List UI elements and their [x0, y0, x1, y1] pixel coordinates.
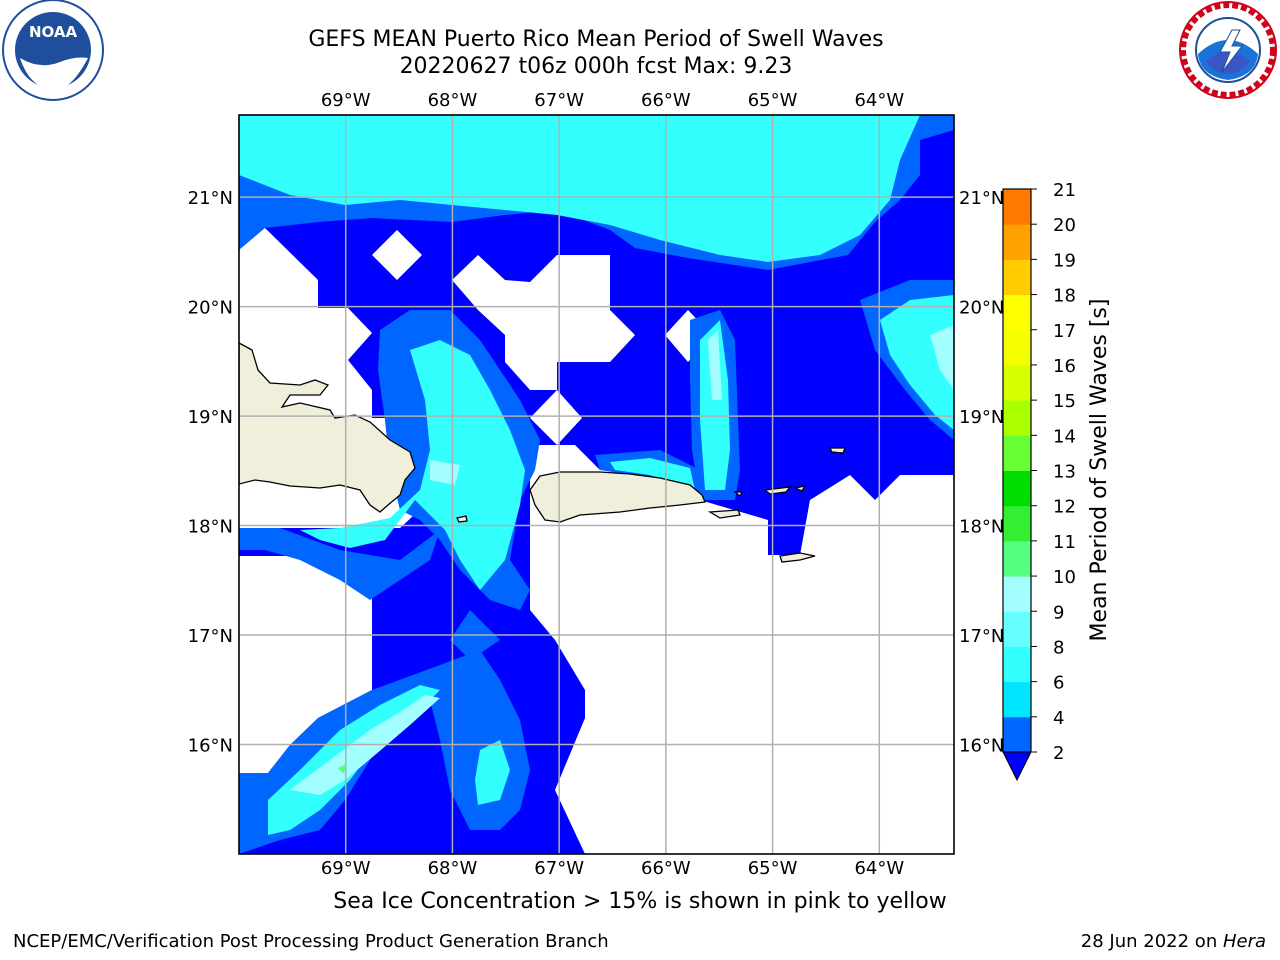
vieques-land [707, 509, 741, 519]
colorbar-tick-label: 13 [1053, 462, 1076, 483]
colorbar-tick-label: 6 [1053, 673, 1064, 694]
colorbar: 2 4 6 8 9 10 11 12 13 14 15 16 17 18 19 20 21 Mean Perio… [1002, 180, 1112, 782]
mona-island-land [456, 515, 468, 523]
colorbar-band [1003, 611, 1031, 647]
lon-labels-top: 69°W 68°W 67°W 66°W 65°W 64°W [321, 90, 904, 111]
lat-labels-left: 21°N 20°N 19°N 18°N 17°N 16°N [188, 188, 233, 756]
colorbar-band [1003, 646, 1031, 683]
colorbar-band [1003, 576, 1031, 612]
colorbar-tick-label: 21 [1053, 180, 1076, 201]
map-subtitle: 20220627 t06z 000h fcst Max: 9.23 [399, 54, 793, 79]
colorbar-tick-label: 8 [1053, 637, 1064, 658]
colorbar-band [1003, 364, 1031, 401]
map-title: GEFS MEAN Puerto Rico Mean Period of Swe… [308, 27, 884, 52]
colorbar-tick-label: 17 [1053, 321, 1076, 342]
lon-label: 64°W [854, 858, 904, 879]
lon-label: 68°W [428, 90, 478, 111]
lat-label: 19°N [959, 407, 1004, 428]
colorbar-tick-label: 11 [1053, 532, 1076, 553]
colorbar-tick-label: 19 [1053, 250, 1076, 271]
st-croix-land [779, 552, 816, 563]
colorbar-tick-label: 2 [1053, 743, 1064, 764]
footer-host: Hera [1222, 931, 1266, 952]
anegada-land [828, 447, 846, 454]
colorbar-tick-label: 16 [1053, 356, 1076, 377]
lon-label: 69°W [321, 90, 371, 111]
colorbar-band [1003, 540, 1031, 577]
colorbar-band [1003, 259, 1031, 296]
nws-logo-icon [1179, 1, 1277, 99]
colorbar-band [1003, 329, 1031, 366]
colorbar-band [1003, 681, 1031, 718]
colorbar-tick-label: 9 [1053, 602, 1064, 623]
virgin-islands-land [763, 486, 792, 495]
puerto-rico-land [529, 471, 706, 523]
lat-label: 20°N [188, 298, 233, 319]
colorbar-tick-label: 18 [1053, 286, 1076, 307]
lon-label: 65°W [748, 858, 798, 879]
colorbar-band [1003, 224, 1031, 260]
colorbar-under-arrow [1002, 751, 1032, 782]
noaa-logo-icon: NOAA [2, 0, 104, 101]
colorbar-band [1003, 294, 1031, 331]
lat-labels-right: 21°N 20°N 19°N 18°N 17°N 16°N [959, 188, 1004, 756]
swell-band-6-8 [239, 115, 954, 835]
footer-credit: NCEP/EMC/Verification Post Processing Pr… [13, 931, 609, 952]
footer-date-text: 28 Jun 2022 on [1080, 931, 1223, 952]
lon-labels-bottom: 69°W 68°W 67°W 66°W 65°W 64°W [321, 858, 904, 879]
colorbar-band [1003, 435, 1031, 471]
map-gridlines [239, 115, 954, 854]
land-mass [239, 342, 846, 563]
colorbar-tick-label: 12 [1053, 497, 1076, 518]
lon-label: 68°W [428, 858, 478, 879]
colorbar-band [1003, 189, 1031, 225]
lon-label: 66°W [641, 90, 691, 111]
colorbar-label: Mean Period of Swell Waves [s] [1087, 299, 1112, 642]
colorbar-tick-label: 10 [1053, 567, 1076, 588]
culebra-land [733, 491, 744, 498]
sea-ice-caption: Sea Ice Concentration > 15% is shown in … [333, 889, 947, 914]
lon-label: 69°W [321, 858, 371, 879]
lon-label: 67°W [534, 858, 584, 879]
map-frame [238, 114, 955, 855]
colorbar-tick-label: 20 [1053, 215, 1076, 236]
colorbar-tick-label: 15 [1053, 391, 1076, 412]
colorbar-band [1003, 716, 1031, 753]
lat-label: 16°N [959, 736, 1004, 757]
virgin-islands-land-2 [792, 485, 807, 492]
lat-label: 18°N [188, 517, 233, 538]
lat-label: 18°N [959, 517, 1004, 538]
colorbar-tick-label: 4 [1053, 708, 1064, 729]
colorbar-band [1003, 505, 1031, 542]
footer-date: 28 Jun 2022 on Hera [1081, 931, 1266, 952]
noaa-logo-text: NOAA [29, 23, 78, 41]
swell-band-9-10 [338, 764, 346, 774]
colorbar-band [1003, 400, 1031, 436]
lat-label: 21°N [959, 188, 1004, 209]
map-plot-area [239, 115, 954, 854]
colorbar-tick-label: 14 [1053, 426, 1076, 447]
lat-label: 21°N [188, 188, 233, 209]
lon-label: 66°W [641, 858, 691, 879]
colorbar-band [1003, 470, 1031, 507]
lat-label: 16°N [188, 736, 233, 757]
lat-label: 19°N [188, 407, 233, 428]
lat-label: 20°N [959, 298, 1004, 319]
lat-label: 17°N [959, 626, 1004, 647]
lon-label: 65°W [748, 90, 798, 111]
lon-label: 67°W [534, 90, 584, 111]
lon-label: 64°W [854, 90, 904, 111]
hispaniola-land [239, 342, 416, 513]
lat-label: 17°N [188, 626, 233, 647]
